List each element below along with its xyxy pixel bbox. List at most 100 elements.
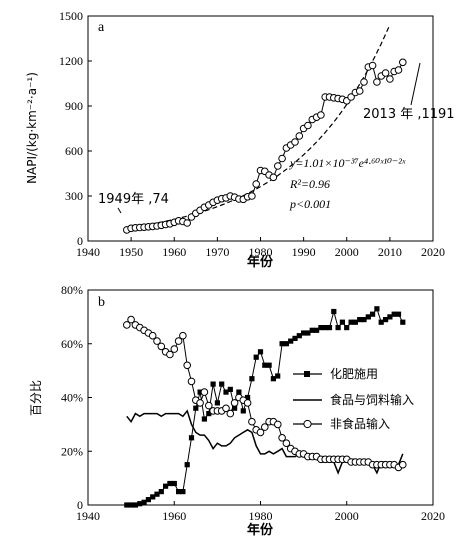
data-point-circle (278, 434, 286, 442)
y-axis-label-a: NAPI/(kg·km⁻²·a⁻¹) (25, 72, 39, 184)
data-point-square (163, 483, 169, 489)
data-point-circle (274, 420, 282, 429)
data-point-square (305, 330, 311, 336)
legend-item-fertilizer: 化肥施用 (293, 367, 378, 381)
data-point (248, 192, 256, 200)
data-point-square (331, 308, 337, 315)
x-tick-label-b: 1960 (162, 509, 186, 523)
x-axis-a: 1940 1950 1960 1970 1980 1990 2000 2010 2020 (76, 237, 445, 259)
end-annotation: 2013 年 ,1191 (363, 107, 455, 122)
data-point-circle (243, 399, 252, 407)
data-point-square (318, 325, 324, 331)
data-point-square (219, 381, 225, 387)
data-point-square (361, 317, 367, 323)
plot-frame-a (87, 15, 434, 242)
data-point-square (158, 489, 164, 495)
data-point-square (180, 489, 186, 495)
data-point-square (245, 394, 251, 401)
y-tick-label-a: 300 (65, 189, 83, 203)
data-point-square (193, 405, 199, 411)
start-annotation-pointer (117, 207, 122, 214)
data-point-square (395, 311, 402, 317)
data-point (373, 78, 381, 86)
data-point-square (378, 319, 384, 325)
data-point-square (374, 306, 380, 312)
panel-label-b: b (98, 295, 105, 310)
legend-item-food-feed: 食品与饲料输入 (293, 392, 414, 407)
data-point-square (150, 494, 156, 500)
data-point-square (188, 435, 195, 441)
data-point-square (309, 327, 315, 333)
series-fertilizer (124, 306, 406, 508)
data-point-circle (179, 331, 187, 340)
data-point-square (141, 499, 147, 505)
data-point-square (167, 480, 173, 487)
data-point-circle (261, 423, 269, 431)
y-tick-label-a: 1200 (59, 54, 83, 68)
data-point-square (232, 405, 238, 411)
x-tick-label-a: 1970 (205, 245, 229, 259)
x-axis-b: 1940 1960 1980 2000 2020 (76, 501, 445, 523)
chart-panel-b: b 1940 1960 1980 2000 2020 0 20% 40% 60% 80% 百分比… (29, 283, 445, 538)
legend-item-non-food: 非食品输入 (293, 416, 390, 431)
series-non-food (123, 315, 407, 472)
end-annotation-pointer (410, 62, 421, 106)
data-point (317, 111, 325, 119)
data-point (399, 58, 407, 67)
data-point (394, 66, 403, 74)
data-point-circle (196, 399, 204, 407)
data-point-square (400, 319, 406, 325)
data-point (355, 87, 364, 95)
fit-p-value: p<0.001 (289, 197, 331, 211)
data-point (278, 154, 286, 163)
x-tick-label-a: 2010 (378, 245, 402, 259)
x-tick-label-b: 2020 (421, 509, 445, 523)
data-point-square (292, 335, 298, 341)
data-point-square (201, 416, 207, 422)
x-tick-label-a: 1990 (292, 245, 316, 259)
data-point (295, 132, 304, 140)
y-axis-label-b: 百分比 (29, 380, 43, 416)
data-point-square (352, 319, 358, 325)
data-point-circle (222, 404, 230, 413)
data-point-circle (200, 388, 209, 396)
data-point-circle (183, 361, 191, 370)
data-point-square (344, 325, 350, 331)
data-point-circle (157, 342, 166, 351)
data-point-circle (226, 409, 235, 418)
percentage-series (123, 306, 407, 508)
data-point-circle (166, 350, 174, 359)
data-point-square (249, 376, 255, 382)
data-point (252, 180, 261, 188)
data-point-square (322, 325, 328, 331)
data-point-square (279, 341, 285, 347)
x-tick-label-a: 2020 (421, 245, 445, 259)
data-point-circle (282, 439, 291, 448)
data-point (183, 219, 191, 227)
data-point-square (132, 502, 138, 508)
data-point-circle (399, 460, 407, 469)
data-point (274, 162, 282, 170)
data-point-circle (205, 401, 213, 410)
data-point-square (383, 317, 389, 323)
data-point-square (124, 502, 130, 508)
y-axis-a: 0 300 600 900 1200 1500 (59, 9, 92, 248)
data-point (304, 121, 312, 130)
data-point (386, 75, 394, 83)
data-point-square (236, 389, 242, 395)
data-point-circle (170, 345, 179, 353)
data-point (347, 93, 355, 101)
data-point-square (128, 502, 134, 508)
x-tick-label-a: 1940 (76, 245, 100, 259)
y-tick-label-a: 0 (77, 234, 83, 248)
data-point-square (357, 317, 363, 323)
data-point-square (176, 489, 182, 495)
napi-series-points (123, 58, 407, 234)
x-tick-label-b: 2000 (335, 509, 359, 523)
x-tick-label-b: 1980 (249, 509, 273, 523)
data-point-square (154, 491, 160, 497)
data-point-circle (153, 337, 161, 345)
data-point-square (335, 325, 341, 331)
x-axis-label-a: 年份 (247, 254, 274, 270)
